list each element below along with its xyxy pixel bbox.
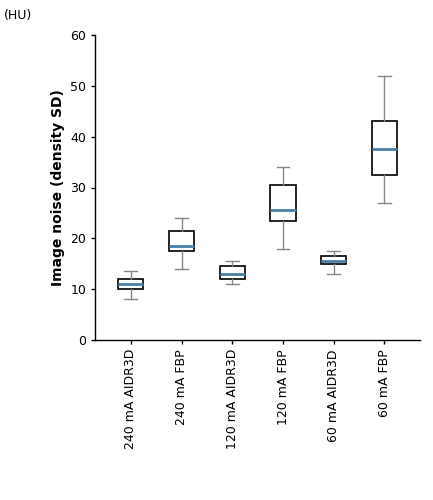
PathPatch shape <box>118 279 143 289</box>
PathPatch shape <box>372 122 397 175</box>
Y-axis label: Image noise (density SD): Image noise (density SD) <box>51 89 65 286</box>
PathPatch shape <box>169 230 194 251</box>
Text: (HU): (HU) <box>4 10 32 22</box>
PathPatch shape <box>270 185 296 220</box>
PathPatch shape <box>321 256 346 264</box>
PathPatch shape <box>220 266 245 279</box>
